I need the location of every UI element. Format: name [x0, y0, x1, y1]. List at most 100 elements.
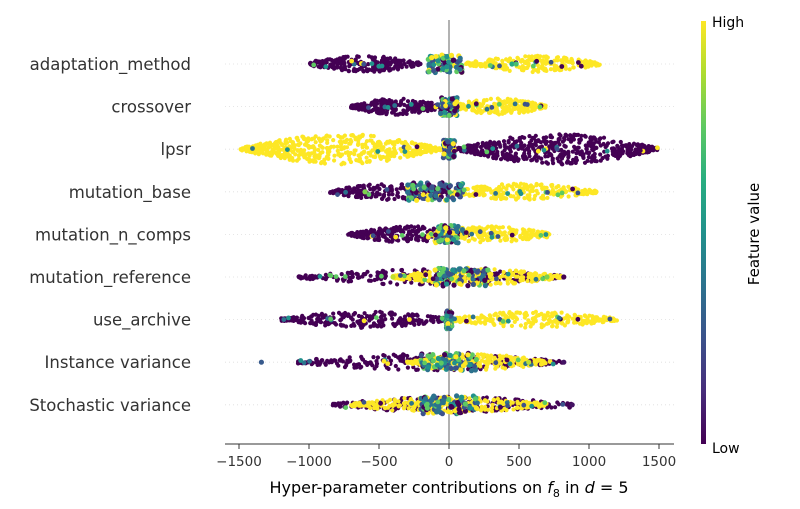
data-point — [446, 112, 452, 119]
data-point — [541, 314, 546, 319]
data-point — [494, 276, 499, 282]
data-point — [313, 58, 319, 64]
data-point — [344, 361, 349, 366]
data-point — [325, 140, 330, 145]
data-point — [390, 238, 395, 243]
data-point — [590, 60, 595, 65]
data-point — [384, 187, 390, 192]
data-point — [506, 183, 511, 188]
data-point — [482, 320, 487, 325]
data-point — [482, 232, 488, 237]
data-point — [342, 365, 348, 370]
data-point — [431, 62, 437, 68]
data-point — [544, 135, 549, 140]
data-point — [414, 235, 419, 241]
data-point — [411, 186, 416, 192]
data-point — [443, 225, 449, 231]
data-point — [556, 315, 562, 321]
data-point — [523, 325, 528, 330]
data-point — [578, 63, 584, 69]
data-point — [287, 153, 292, 158]
data-point — [490, 146, 496, 152]
data-point — [306, 136, 311, 141]
data-point — [495, 234, 501, 239]
data-point — [388, 62, 393, 67]
data-point — [250, 146, 255, 151]
data-point — [469, 231, 475, 237]
data-point — [480, 140, 485, 146]
data-point — [485, 224, 491, 229]
data-point — [513, 277, 518, 283]
data-point — [533, 133, 538, 138]
data-point — [383, 60, 388, 65]
data-point — [335, 148, 340, 153]
data-point — [426, 101, 431, 106]
data-point — [418, 152, 423, 157]
data-point — [377, 186, 382, 192]
data-point — [575, 190, 581, 196]
data-point — [273, 143, 279, 148]
data-point — [496, 187, 501, 192]
data-point — [290, 315, 295, 320]
data-point — [594, 159, 599, 164]
data-point — [320, 315, 325, 320]
data-point — [488, 314, 493, 319]
data-point — [374, 110, 380, 115]
data-point — [539, 322, 544, 327]
data-point — [475, 184, 480, 189]
data-point — [436, 272, 442, 278]
data-point — [311, 312, 316, 317]
data-point — [260, 143, 265, 148]
data-point — [347, 157, 352, 162]
data-point — [439, 315, 445, 321]
data-point — [497, 142, 502, 147]
data-point — [401, 317, 406, 322]
data-point — [388, 56, 393, 61]
data-point — [305, 156, 310, 161]
data-point — [371, 321, 377, 326]
data-point — [319, 160, 324, 165]
data-point — [346, 68, 351, 73]
data-point — [401, 352, 406, 357]
data-point — [490, 58, 496, 64]
data-point — [361, 61, 367, 67]
data-point — [543, 68, 548, 73]
data-point — [516, 195, 521, 200]
data-point — [587, 150, 592, 155]
data-point — [440, 66, 446, 72]
data-point — [590, 314, 595, 319]
data-point — [464, 318, 469, 324]
data-point — [617, 151, 622, 156]
data-point — [365, 269, 370, 274]
data-point — [264, 150, 269, 155]
data-point — [560, 139, 566, 144]
data-point — [332, 153, 337, 158]
data-point — [405, 238, 411, 244]
data-point — [472, 108, 477, 113]
data-point — [407, 152, 412, 157]
data-point — [475, 352, 480, 357]
data-point — [378, 143, 383, 148]
data-point — [447, 183, 453, 189]
data-point — [418, 100, 423, 105]
data-point — [316, 136, 322, 141]
data-point — [369, 68, 375, 73]
data-point — [501, 185, 506, 190]
data-point — [533, 154, 538, 159]
data-point — [379, 63, 385, 69]
data-point — [598, 152, 603, 157]
data-point — [407, 60, 412, 65]
data-point — [425, 105, 430, 111]
data-point — [316, 156, 321, 161]
data-point — [526, 318, 531, 323]
data-point — [378, 111, 383, 116]
data-point — [586, 155, 592, 160]
data-point — [379, 310, 384, 315]
data-point — [445, 321, 451, 327]
data-point — [494, 230, 499, 235]
data-point — [402, 273, 407, 279]
data-point — [390, 312, 395, 317]
data-point — [379, 196, 385, 201]
data-point — [532, 67, 537, 72]
data-point — [522, 315, 528, 320]
